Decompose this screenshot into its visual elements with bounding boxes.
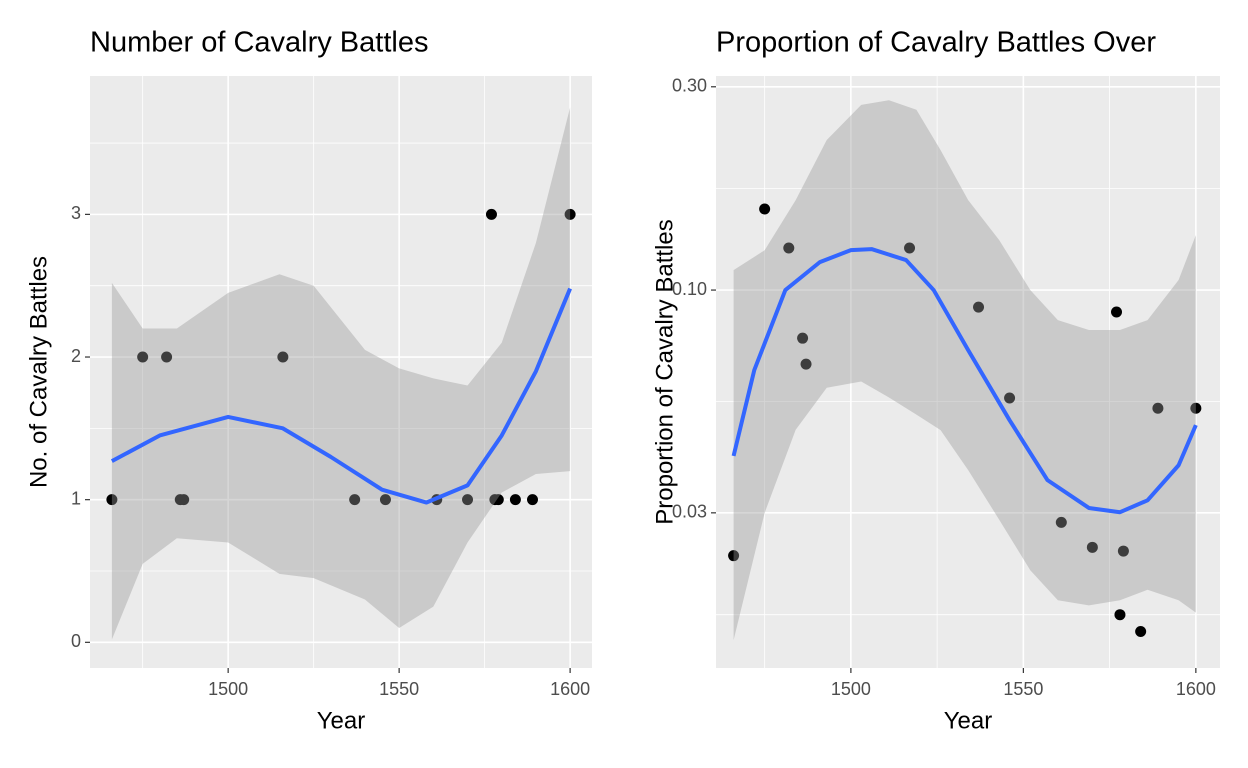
confidence-band: [733, 100, 1196, 641]
point: [973, 301, 985, 313]
x-tick-label: 1500: [831, 679, 871, 699]
point: [797, 332, 809, 344]
y-tick-label: 3: [71, 203, 81, 223]
point: [728, 550, 740, 562]
y-tick-label: 0.10: [672, 279, 707, 299]
y-tick-label: 0.30: [672, 76, 707, 96]
x-tick-label: 1600: [1176, 679, 1216, 699]
point: [1055, 516, 1067, 528]
point: [1152, 402, 1164, 414]
x-axis-title: Year: [317, 707, 366, 734]
point: [277, 351, 289, 363]
chart-title: Number of Cavalry Battles: [90, 27, 428, 59]
point: [161, 351, 173, 363]
x-tick-label: 1550: [1003, 679, 1043, 699]
point: [462, 494, 474, 506]
y-axis-title: Proportion of Cavalry Battles: [651, 219, 678, 524]
x-tick-label: 1500: [208, 679, 248, 699]
point: [137, 351, 149, 363]
y-axis-title: No. of Cavalry Battles: [25, 256, 52, 488]
point: [1004, 392, 1016, 404]
point: [1117, 545, 1129, 557]
point: [783, 242, 795, 254]
point: [485, 208, 497, 220]
point: [106, 494, 118, 506]
point: [1135, 625, 1147, 637]
y-tick-label: 2: [71, 346, 81, 366]
point: [759, 203, 771, 215]
point: [178, 494, 190, 506]
point: [509, 494, 521, 506]
point: [1111, 306, 1123, 318]
point: [492, 494, 504, 506]
panel-background: [716, 76, 1220, 668]
confidence-band: [111, 107, 571, 640]
point: [349, 494, 361, 506]
point: [800, 358, 812, 370]
point: [379, 494, 391, 506]
y-tick-label: 1: [71, 488, 81, 508]
x-tick-label: 1550: [379, 679, 419, 699]
y-tick-label: 0: [71, 631, 81, 651]
y-tick-label: 0.03: [672, 502, 707, 522]
panel-background: [90, 76, 592, 668]
x-axis-title: Year: [944, 707, 993, 734]
point: [1114, 609, 1126, 621]
x-tick-label: 1600: [550, 679, 590, 699]
point: [1190, 402, 1202, 414]
smooth-line: [731, 247, 1198, 515]
point: [564, 208, 576, 220]
point: [1086, 541, 1098, 553]
point: [904, 242, 916, 254]
chart-title: Proportion of Cavalry Battles Over: [716, 27, 1156, 59]
point: [526, 494, 538, 506]
smooth-line: [110, 287, 572, 505]
